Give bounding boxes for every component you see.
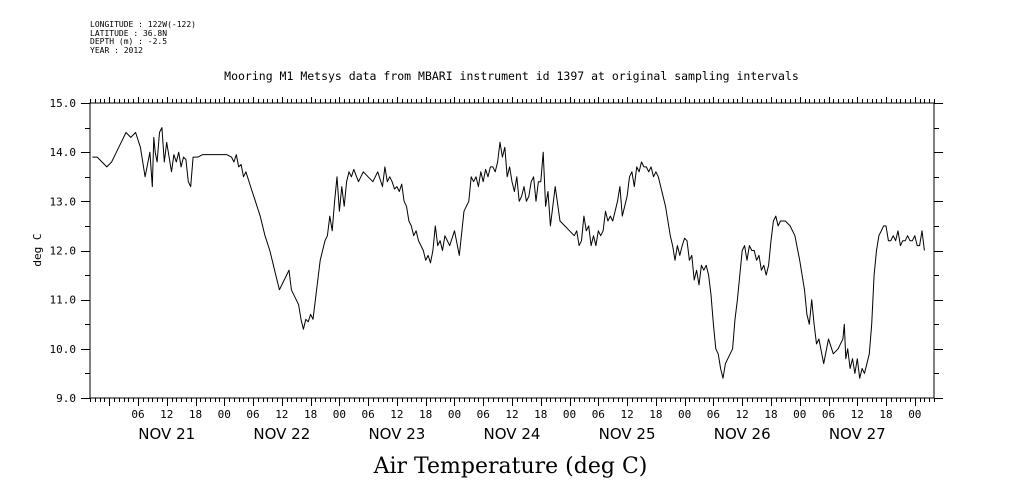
x-hour-tick-label: 18	[189, 408, 202, 421]
y-tick-label: 13.0	[50, 195, 77, 208]
y-tick-label: 9.0	[56, 392, 76, 405]
x-hour-tick-label: 18	[304, 408, 317, 421]
y-axis: 9.0 10.0 11.0 12.0 13.0 14.0 15.0	[50, 97, 943, 405]
chart-title: Mooring M1 Metsys data from MBARI instru…	[224, 69, 799, 83]
x-day-label: NOV 27	[829, 425, 886, 443]
x-hour-tick-label: 06	[131, 408, 144, 421]
y-tick-label: 12.0	[50, 245, 77, 258]
x-day-label: NOV 25	[599, 425, 656, 443]
depth-text: DEPTH (m) : -2.5	[90, 37, 168, 47]
y-axis-label: deg C	[31, 233, 44, 266]
x-hour-tick-label: 00	[563, 408, 576, 421]
x-day-label: NOV 22	[253, 425, 310, 443]
x-hour-tick-label: 12	[736, 408, 749, 421]
y-tick-label: 10.0	[50, 343, 77, 356]
year-text: YEAR : 2012	[90, 45, 143, 55]
x-hour-tick-label: 18	[879, 408, 892, 421]
y-tick-label: 11.0	[50, 294, 77, 307]
x-hour-tick-label: 00	[333, 408, 346, 421]
x-axis-title: Air Temperature (deg C)	[373, 454, 648, 479]
x-hour-tick-label: 12	[851, 408, 864, 421]
x-hour-tick-label: 18	[649, 408, 662, 421]
x-hour-tick-label: 06	[477, 408, 490, 421]
x-day-label: NOV 23	[368, 425, 425, 443]
x-hour-tick-label: 12	[275, 408, 288, 421]
temperature-series-line	[92, 127, 925, 379]
x-hour-tick-label: 00	[793, 408, 806, 421]
x-hour-tick-label: 00	[678, 408, 691, 421]
x-day-label: NOV 26	[714, 425, 771, 443]
y-tick-label: 15.0	[50, 97, 77, 110]
x-day-label: NOV 24	[484, 425, 541, 443]
x-hour-tick-label: 00	[908, 408, 921, 421]
x-hour-tick-label: 18	[764, 408, 777, 421]
metadata-block: LONGITUDE : 122W(-122) LATITUDE : 36.8N …	[90, 20, 196, 55]
x-hour-tick-label: 06	[592, 408, 605, 421]
x-hour-tick-label: 12	[505, 408, 518, 421]
x-hour-tick-label: 06	[707, 408, 720, 421]
x-axis-title-wrapper: Air Temperature (deg C)	[0, 454, 1009, 479]
longitude-text: LONGITUDE : 122W(-122)	[90, 20, 196, 29]
x-hour-tick-label: 12	[160, 408, 173, 421]
x-hour-tick-label: 18	[419, 408, 432, 421]
x-axis: 06 12 18 00 06 12 18 00 06 12 18 00 06 12 18 00 06 12 18 00…	[90, 97, 935, 443]
x-hour-tick-label: 00	[448, 408, 461, 421]
plot-frame	[89, 102, 935, 399]
x-day-label: NOV 21	[138, 425, 195, 443]
x-hour-tick-label: 06	[362, 408, 375, 421]
x-hour-tick-label: 00	[218, 408, 231, 421]
x-hour-tick-label: 06	[822, 408, 835, 421]
x-hour-tick-label: 18	[534, 408, 547, 421]
x-hour-tick-label: 06	[246, 408, 259, 421]
plot-area	[89, 102, 935, 399]
chart-title-wrapper: Mooring M1 Metsys data from MBARI instru…	[0, 69, 1009, 83]
x-hour-tick-label: 12	[620, 408, 633, 421]
x-hour-tick-label: 12	[390, 408, 403, 421]
latitude-text: LATITUDE : 36.8N	[90, 28, 168, 38]
y-tick-label: 14.0	[50, 146, 77, 159]
